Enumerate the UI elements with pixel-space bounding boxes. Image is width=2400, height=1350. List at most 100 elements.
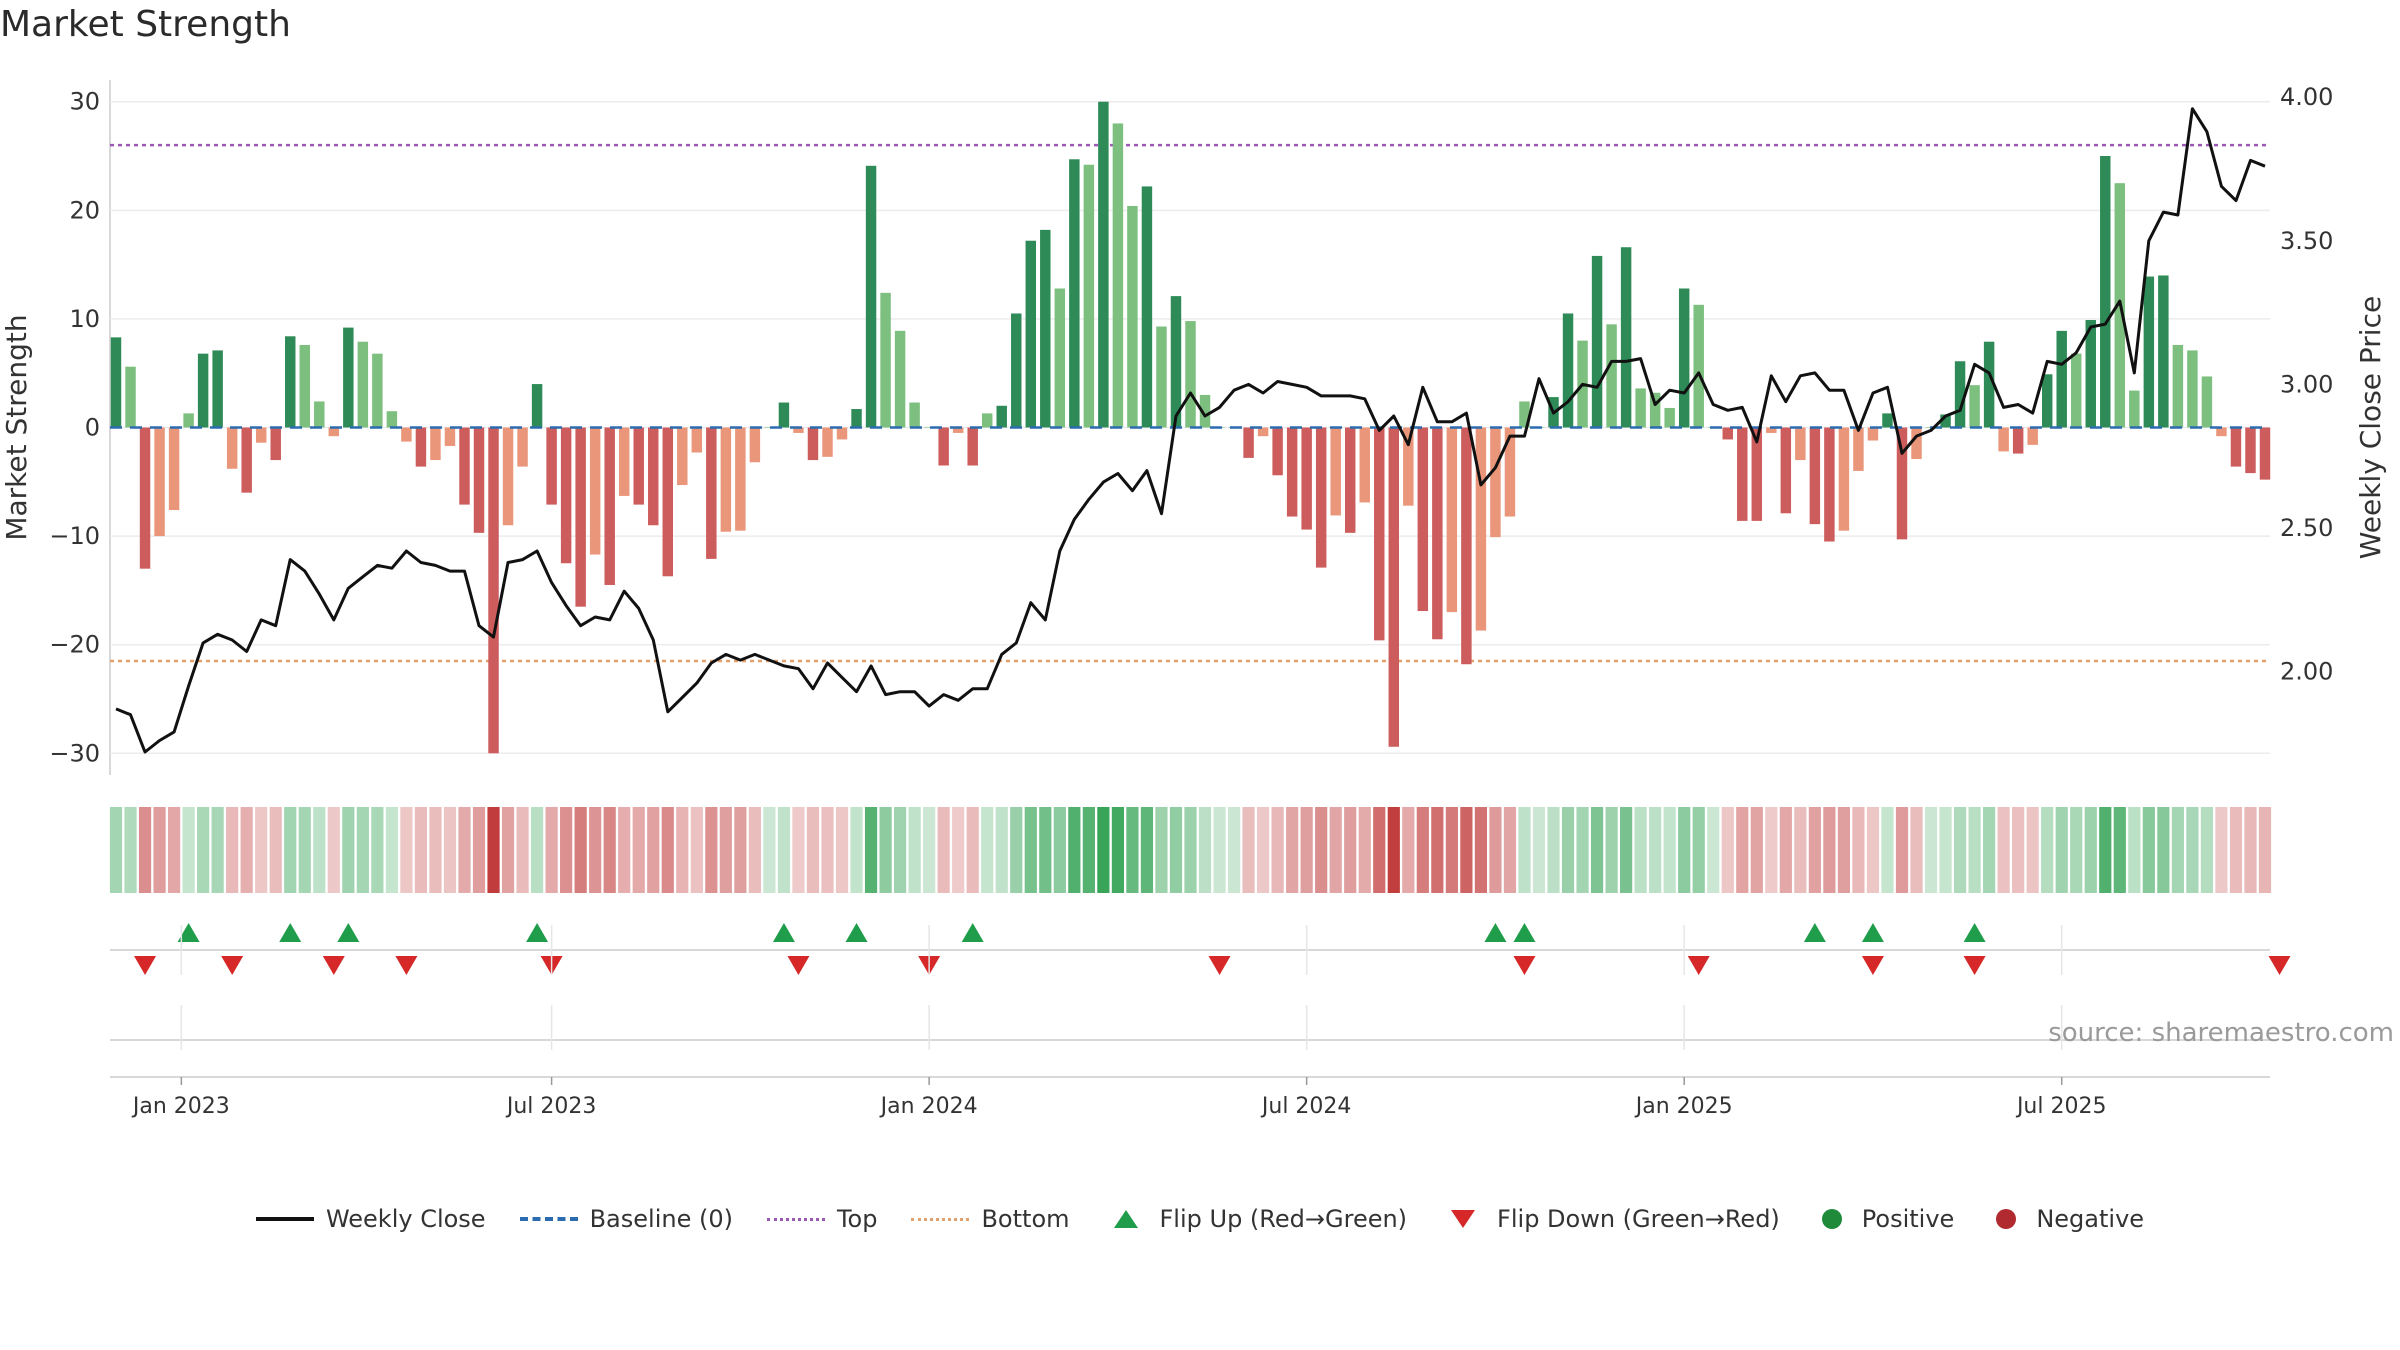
heat-cell [1620, 807, 1633, 893]
strength-bar [1301, 427, 1312, 530]
heat-cell [763, 807, 776, 893]
strength-bar [357, 341, 369, 428]
heat-cell [530, 807, 544, 893]
strength-bar [299, 344, 310, 428]
strength-bar [1388, 427, 1400, 747]
heat-cell [1779, 807, 1792, 893]
heat-cell [1692, 807, 1705, 893]
flip-up-marker [1963, 923, 1986, 942]
strength-bar [328, 427, 340, 437]
strength-bar [1882, 413, 1893, 428]
strength-bar [1272, 427, 1283, 476]
strength-bar [1867, 427, 1879, 441]
heat-cell [1140, 807, 1154, 893]
strength-bar [2027, 427, 2038, 445]
strength-bar [1112, 123, 1124, 428]
heat-cell [2244, 807, 2257, 893]
strength-bar [1766, 427, 1777, 433]
legend-label: Positive [1861, 1205, 1955, 1233]
heat-cell [1576, 807, 1589, 893]
heat-cell [269, 807, 282, 893]
heat-cell [472, 807, 486, 893]
strength-bar [851, 409, 862, 428]
strength-bar [139, 427, 151, 569]
heat-cell [1678, 807, 1691, 893]
strength-bar [488, 427, 499, 754]
heat-cell [1358, 807, 1371, 893]
strength-bar [1374, 427, 1385, 641]
heat-cell [1068, 807, 1081, 893]
strength-bar [1678, 288, 1690, 428]
strength-bar [386, 411, 398, 428]
heat-cell [1242, 807, 1255, 893]
strength-bar [633, 427, 644, 505]
strength-bar [793, 427, 804, 433]
heat-cell [705, 807, 718, 893]
heat-cell [792, 807, 805, 893]
x-tick-label: Jan 2023 [131, 1094, 230, 1119]
x-tick-label: Jul 2024 [1260, 1094, 1352, 1119]
strength-bar [1417, 427, 1429, 612]
strength-bar [996, 405, 1007, 428]
heat-cell [1953, 807, 1967, 893]
heat-cell [1344, 807, 1357, 893]
strength-bar [1780, 427, 1792, 514]
strength-bar [183, 413, 194, 428]
heat-cell [2026, 807, 2039, 893]
legend-swatch-dot-purple [766, 1217, 825, 1221]
heat-cell [226, 807, 239, 893]
strength-bar [1069, 159, 1080, 428]
strength-bar [735, 427, 746, 531]
heat-cell [748, 807, 761, 893]
heat-cell [719, 807, 732, 893]
heat-cell [1707, 807, 1720, 893]
strength-bar [415, 427, 427, 467]
heat-cell [2171, 807, 2184, 893]
heat-cell [2258, 807, 2272, 893]
flip-down-marker [1861, 956, 1884, 975]
legend-label: Negative [2036, 1205, 2145, 1233]
heat-cell [806, 807, 820, 893]
strength-bar [168, 427, 180, 511]
strength-bar [517, 427, 528, 467]
strength-bar [372, 353, 383, 428]
heat-cell [1503, 807, 1517, 893]
flip-up-marker [845, 923, 868, 942]
y2-tick-label: 4.00 [2280, 83, 2333, 111]
heat-cell [1445, 807, 1458, 893]
heat-cell [1895, 807, 1909, 893]
heat-cell [879, 807, 892, 893]
y2-axis-title: Weekly Close Price [2354, 296, 2387, 559]
legend-label: Baseline (0) [589, 1205, 733, 1233]
legend-item: Positive [1814, 1205, 1955, 1233]
heat-cell [1736, 807, 1749, 893]
strength-bar [1620, 247, 1632, 428]
heat-cell [1983, 807, 1996, 893]
legend-item: Flip Up (Red→Green) [1104, 1205, 1407, 1233]
heat-cell [2012, 807, 2025, 893]
heat-cell [618, 807, 631, 893]
heat-cell [1329, 807, 1342, 893]
heat-cell [1416, 807, 1429, 893]
strength-bar [1969, 385, 1980, 428]
strength-bar [2085, 319, 2096, 428]
heat-cell [850, 807, 863, 893]
strength-bar [648, 427, 659, 526]
strength-bar [1170, 296, 1182, 428]
strength-bar [1606, 324, 1617, 428]
heat-cell [1257, 807, 1270, 893]
strength-bar [865, 165, 877, 428]
heat-cell [342, 807, 355, 893]
strength-bar [197, 353, 209, 428]
strength-bar [473, 427, 485, 533]
strength-bar [2230, 427, 2242, 467]
heat-cell [516, 807, 529, 893]
strength-bar [662, 427, 673, 577]
strength-bar [1664, 407, 1675, 428]
strength-bar [822, 427, 833, 457]
x-tick-label: Jan 2024 [879, 1094, 978, 1119]
strength-bar [125, 366, 136, 428]
heat-cell [1169, 807, 1183, 893]
heat-cell [1663, 807, 1676, 893]
strength-bar [604, 427, 615, 585]
